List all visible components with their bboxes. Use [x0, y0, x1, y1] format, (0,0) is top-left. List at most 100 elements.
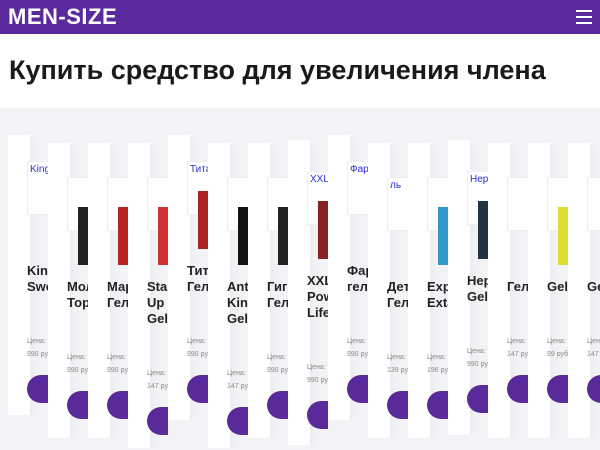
product-card[interactable]: Гель Цена: 147 руб Купить [488, 143, 528, 438]
image-alt-text: Фар [350, 164, 368, 175]
product-name[interactable]: Ge [587, 279, 600, 294]
product-name[interactable]: Мол Тора [67, 279, 88, 310]
product-card[interactable]: Титан Тита Гель Цена: 990 руб Купить [168, 135, 208, 420]
image-alt-text: XXL P [310, 174, 328, 185]
buy-button[interactable]: Купить [187, 375, 208, 403]
product-price: 990 руб [67, 367, 88, 374]
price-label: Цена: [187, 338, 206, 345]
header: MEN-SIZE [0, 0, 600, 34]
card-background [8, 135, 30, 415]
product-name[interactable]: Мар Гель [107, 279, 128, 310]
product-price: 990 руб [267, 367, 288, 374]
product-image[interactable]: King S [27, 161, 48, 215]
image-alt-text: Heph [470, 174, 488, 185]
buy-button[interactable]: Купить [267, 391, 288, 419]
buy-button[interactable]: Купить [307, 401, 328, 429]
product-price: 147 руб [587, 351, 600, 358]
product-name[interactable]: Gel [547, 279, 568, 294]
product-price: 990 руб [467, 361, 488, 368]
buy-button[interactable]: Купить [147, 407, 168, 435]
product-photo [438, 207, 448, 265]
price-label: Цена: [227, 370, 246, 377]
price-label: Цена: [507, 338, 526, 345]
product-price: 990 руб [347, 351, 368, 358]
product-card[interactable]: Мол Тора Цена: 990 руб Купить [48, 143, 88, 438]
product-card[interactable]: King S King Swo Цена: 990 руб Купить [8, 135, 48, 415]
product-name[interactable]: Hep Gel [467, 273, 488, 304]
product-photo [558, 207, 568, 265]
product-card[interactable]: Мар Гель Цена: 990 руб Купить [88, 143, 128, 438]
price-label: Цена: [547, 338, 566, 345]
product-name[interactable]: Фар гель [347, 263, 368, 294]
buy-button[interactable]: Купить [387, 391, 408, 419]
buy-button[interactable]: Купить [27, 375, 48, 403]
buy-button[interactable]: Купить [507, 375, 528, 403]
buy-button[interactable]: Купить [427, 391, 448, 419]
card-background [208, 143, 230, 448]
product-price: 990 руб [27, 351, 48, 358]
buy-button[interactable]: Купить [107, 391, 128, 419]
product-card[interactable]: Start Up Gel Цена: 147 руб Купить [128, 143, 168, 448]
card-background [408, 143, 430, 438]
product-card[interactable]: Heph Hep Gel Цена: 990 руб Купить [448, 140, 488, 435]
buy-button[interactable]: Купить [347, 375, 368, 403]
buy-button[interactable]: Купить [547, 375, 568, 403]
image-alt-text: ль [390, 180, 402, 191]
product-name[interactable]: King Swo [27, 263, 48, 294]
product-name[interactable]: XXL Pow Life [307, 273, 328, 320]
product-card[interactable]: Exp Exta Цена: 196 руб Купить [408, 143, 448, 438]
image-alt-text: Титан [190, 164, 208, 175]
product-photo [78, 207, 88, 265]
product-card[interactable]: Фар Фар гель Цена: 990 руб Купить [328, 135, 368, 420]
card-background [168, 135, 190, 420]
image-alt-text: King S [30, 164, 48, 175]
card-background [88, 143, 110, 438]
card-background [488, 143, 510, 438]
product-image[interactable] [507, 177, 528, 231]
product-card[interactable]: XXL P XXL Pow Life Цена: 990 руб Купить [288, 140, 328, 445]
product-card[interactable]: Ant King Gel Цена: 147 руб Купить [208, 143, 248, 448]
product-photo [118, 207, 128, 265]
product-price: 139 руб [387, 367, 408, 374]
card-background [568, 143, 590, 438]
logo[interactable]: MEN-SIZE [8, 4, 118, 29]
price-label: Цена: [267, 354, 286, 361]
product-name[interactable]: Гига Гель [267, 279, 288, 310]
product-image[interactable] [587, 177, 600, 231]
product-card[interactable]: Gel Цена: 99 руб Купить [528, 143, 568, 438]
card-background [48, 143, 70, 438]
product-price: 990 руб [187, 351, 208, 358]
product-name[interactable]: Тита Гель [187, 263, 208, 294]
price-label: Цена: [347, 338, 366, 345]
product-name[interactable]: Exp Exta [427, 279, 448, 310]
buy-button[interactable]: Купить [587, 375, 600, 403]
product-image[interactable]: ль [387, 177, 408, 231]
product-photo [278, 207, 288, 265]
price-label: Цена: [307, 364, 326, 371]
product-price: 147 руб [507, 351, 528, 358]
buy-button[interactable]: Купить [227, 407, 248, 435]
card-background [288, 140, 310, 445]
product-name[interactable]: Дето Гель [387, 279, 408, 310]
product-card[interactable]: ль Дето Гель Цена: 139 руб Купить [368, 143, 408, 438]
price-label: Цена: [67, 354, 86, 361]
buy-button[interactable]: Купить [67, 391, 88, 419]
product-price: 147 руб [147, 383, 168, 390]
price-label: Цена: [107, 354, 126, 361]
product-name[interactable]: Start Up Gel [147, 279, 168, 326]
price-label: Цена: [467, 348, 486, 355]
product-card[interactable]: Ge Цена: 147 руб Купить [568, 143, 600, 438]
product-card[interactable]: Гига Гель Цена: 990 руб Купить [248, 143, 288, 438]
buy-button[interactable]: Купить [467, 385, 488, 413]
product-image[interactable]: Фар [347, 161, 368, 215]
hamburger-menu-icon[interactable] [576, 10, 592, 24]
product-photo [158, 207, 168, 265]
card-background [328, 135, 350, 420]
price-label: Цена: [427, 354, 446, 361]
product-name[interactable]: Гель [507, 279, 528, 294]
price-label: Цена: [587, 338, 600, 345]
card-background [368, 143, 390, 438]
product-name[interactable]: Ant King Gel [227, 279, 248, 326]
product-photo [198, 191, 208, 249]
product-price: 990 руб [107, 367, 128, 374]
